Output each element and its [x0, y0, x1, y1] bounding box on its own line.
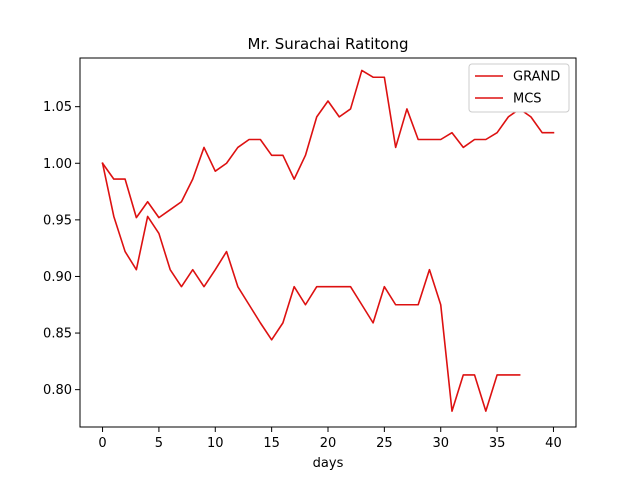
series-line-grand: [101, 69, 555, 219]
series-layer: [101, 69, 555, 412]
y-axis: 0.80 0.85 0.90 0.95 1.00 1.05: [43, 100, 80, 398]
y-tick-label: 0.80: [43, 383, 72, 398]
y-tick-label: 0.85: [43, 327, 72, 342]
series-line-mcs: [101, 162, 521, 412]
x-tick-label: 30: [432, 436, 449, 451]
plot-area-frame: [79, 57, 577, 428]
x-tick-label: 40: [545, 436, 562, 451]
x-tick-label: 5: [155, 436, 163, 451]
legend-label-grand: GRAND: [513, 70, 560, 85]
y-tick-label: 0.90: [43, 270, 72, 285]
x-tick-label: 25: [376, 436, 393, 451]
legend-label-mcs: MCS: [513, 92, 542, 107]
y-tick-label: 1.00: [43, 157, 72, 172]
x-tick-label: 10: [207, 436, 224, 451]
x-tick-label: 35: [489, 436, 506, 451]
legend: GRAND MCS: [468, 63, 570, 113]
x-axis: 0 5 10 15 20 25 30 35 40: [98, 427, 562, 451]
y-tick-label: 0.95: [43, 213, 72, 228]
chart-title: Mr. Surachai Ratitong: [248, 35, 409, 53]
x-tick-label: 0: [98, 436, 106, 451]
x-tick-label: 20: [320, 436, 337, 451]
y-tick-label: 1.05: [43, 100, 72, 115]
x-tick-label: 15: [263, 436, 280, 451]
x-axis-label: days: [313, 456, 344, 471]
